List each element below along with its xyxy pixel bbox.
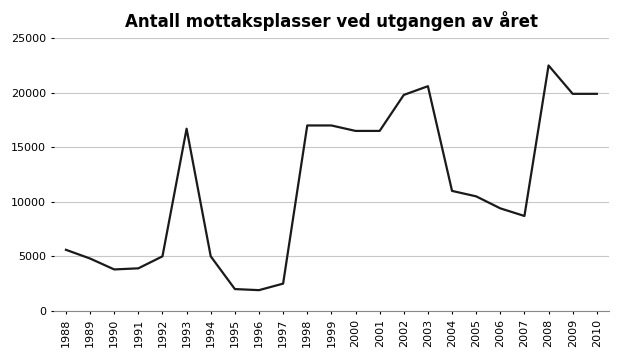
Title: Antall mottaksplasser ved utgangen av året: Antall mottaksplasser ved utgangen av år… [125,11,538,31]
